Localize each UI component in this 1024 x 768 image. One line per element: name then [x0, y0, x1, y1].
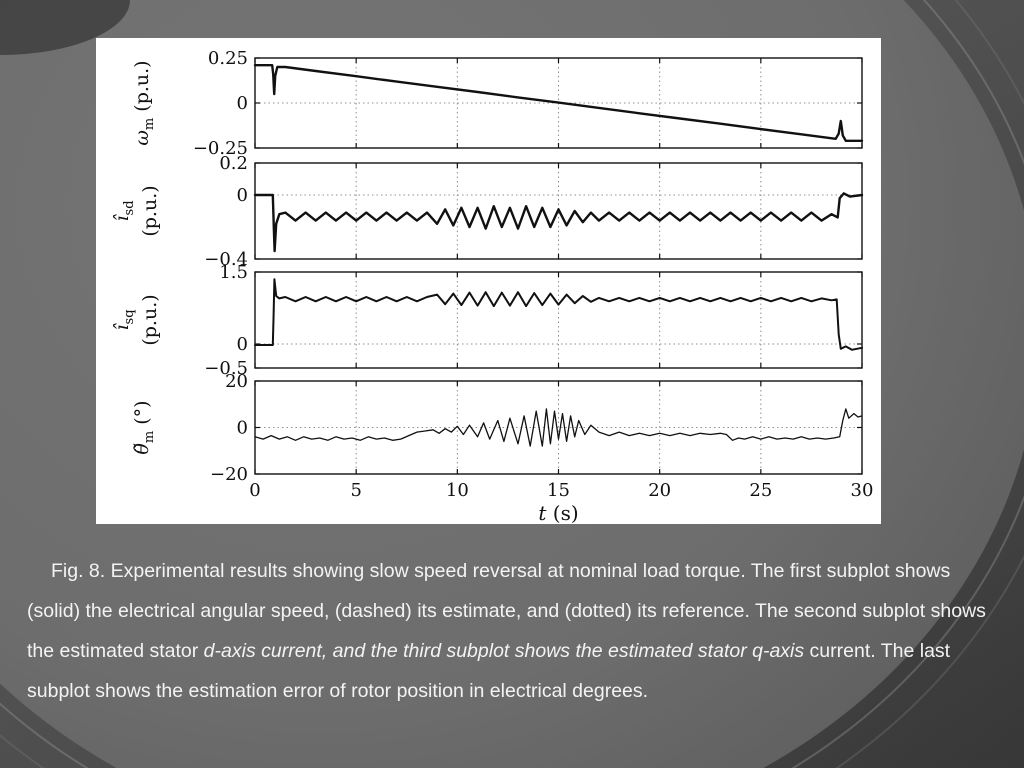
- svg-text:(p.u.): (p.u.): [139, 294, 161, 345]
- caption-text-end: current. The last subplot shows the esti…: [27, 640, 951, 702]
- svg-text:15: 15: [547, 480, 570, 501]
- svg-text:0: 0: [237, 185, 248, 206]
- svg-text:5: 5: [350, 480, 361, 501]
- svg-text:10: 10: [446, 480, 469, 501]
- svg-text:1.5: 1.5: [219, 262, 248, 283]
- svg-text:ωm (p.u.): ωm (p.u.): [131, 60, 157, 145]
- svg-text:0.25: 0.25: [208, 48, 248, 69]
- svg-text:−0.25: −0.25: [193, 138, 248, 159]
- svg-text:0: 0: [249, 480, 260, 501]
- svg-text:0: 0: [237, 93, 248, 114]
- svg-text:(p.u.): (p.u.): [139, 185, 161, 236]
- svg-text:0: 0: [237, 334, 248, 355]
- svg-text:−0.5: −0.5: [204, 358, 248, 379]
- caption-text: Fig. 8. Experimental results showing slo…: [27, 560, 986, 662]
- svg-text:20: 20: [648, 480, 671, 501]
- svg-text:θ̃m (°): θ̃m (°): [131, 400, 157, 454]
- svg-text:−0.4: −0.4: [204, 249, 248, 270]
- svg-text:30: 30: [851, 480, 874, 501]
- svg-text:25: 25: [749, 480, 772, 501]
- svg-text:0.2: 0.2: [219, 153, 248, 174]
- caption-text-italic: d-axis current, and the third subplot sh…: [203, 640, 805, 662]
- figure-caption: Fig. 8. Experimental results showing slo…: [27, 551, 989, 711]
- svg-text:îsd: îsd: [111, 200, 137, 221]
- figure-panel: 0.25 0 −0.25 ωm (p.u.) 0.2 0 −0.4 îsd (p.u.) 1.5 0…: [96, 38, 881, 524]
- svg-text:20: 20: [225, 371, 248, 392]
- svg-text:t (s): t (s): [538, 501, 578, 524]
- svg-text:−20: −20: [210, 464, 248, 485]
- svg-text:0: 0: [237, 418, 248, 439]
- svg-text:îsq: îsq: [111, 309, 137, 330]
